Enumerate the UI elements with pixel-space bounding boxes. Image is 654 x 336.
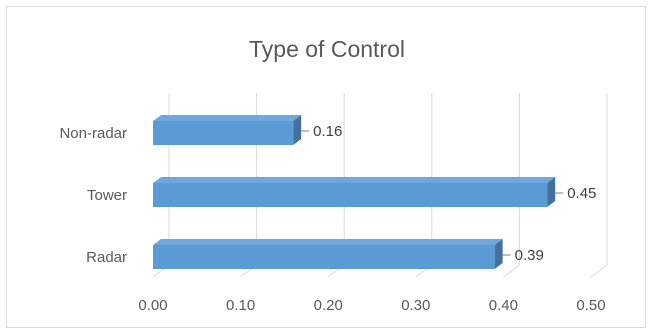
floor-gridline xyxy=(503,264,520,278)
y-category-label: Non-radar xyxy=(59,125,127,142)
labels: 0.00 0.10 0.20 0.30 0.40 0.50 0.16 Non-radar 0.4… xyxy=(59,123,605,314)
bar-side-face xyxy=(293,115,302,145)
y-category-label: Radar xyxy=(86,249,127,266)
x-tick-label: 0.00 xyxy=(138,297,167,314)
chart-area: Type of Control 0.00 0.10 0.20 0.30 0.40 0.50… xyxy=(6,6,646,328)
bar xyxy=(153,183,548,207)
y-category-label: Tower xyxy=(87,187,127,204)
bar xyxy=(153,121,294,145)
chart-title: Type of Control xyxy=(249,36,405,62)
data-label: 0.45 xyxy=(567,185,596,202)
x-tick-label: 0.10 xyxy=(226,297,255,314)
data-label: 0.39 xyxy=(515,247,544,264)
data-label: 0.16 xyxy=(313,123,342,140)
bar-top-face xyxy=(153,239,503,245)
bar-side-face xyxy=(547,177,556,207)
bar-chart: Type of Control 0.00 0.10 0.20 0.30 0.40 0.50… xyxy=(59,36,608,314)
x-tick-label: 0.30 xyxy=(401,297,430,314)
bar-top-face xyxy=(153,177,556,183)
bar-top-face xyxy=(153,115,302,121)
bars xyxy=(153,115,556,269)
bar xyxy=(153,245,495,269)
bar-side-face xyxy=(494,239,503,269)
x-tick-label: 0.50 xyxy=(576,297,605,314)
floor-gridline xyxy=(590,264,608,278)
x-tick-label: 0.40 xyxy=(489,297,518,314)
x-tick-label: 0.20 xyxy=(314,297,343,314)
